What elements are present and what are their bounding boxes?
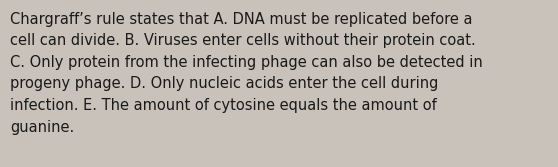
Text: Chargraff’s rule states that A. DNA must be replicated before a
cell can divide.: Chargraff’s rule states that A. DNA must… [10, 12, 483, 135]
